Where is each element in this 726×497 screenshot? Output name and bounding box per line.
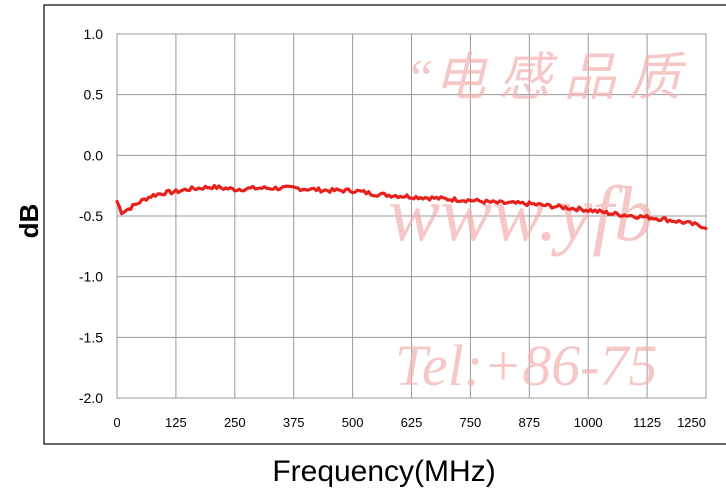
y-tick-label: -1.0: [79, 269, 103, 285]
x-tick-label: 1125: [633, 415, 661, 430]
x-tick-label: 125: [165, 415, 187, 430]
x-tick-label: 1250: [677, 415, 706, 430]
x-tick-label: 875: [518, 415, 540, 430]
x-tick-label: 0: [113, 415, 120, 430]
x-axis-label: Frequency(MHz): [272, 455, 495, 488]
series-group: [115, 183, 708, 231]
x-tick-label: 500: [342, 415, 364, 430]
y-tick-label: 1.0: [84, 26, 104, 42]
y-tick-label: -1.5: [79, 329, 103, 345]
x-tick-label: 375: [283, 415, 305, 430]
y-tick-labels: 1.0 0.5 0.0 -0.5 -1.0 -1.5 -2.0: [79, 26, 103, 406]
series-line: [115, 183, 708, 231]
x-tick-labels: 0 125 250 375 500 625 750 875 1000 1125 1250: [113, 415, 706, 430]
y-tick-label: -2.0: [79, 390, 103, 406]
y-axis-label: dB: [14, 204, 44, 239]
y-tick-label: 0.0: [84, 147, 104, 163]
x-tick-label: 1000: [574, 415, 603, 430]
grid-lines: [116, 33, 707, 399]
x-tick-label: 750: [460, 415, 482, 430]
watermark-line-3: Tel:+86-75: [395, 333, 658, 398]
watermark: “电 感 品 质 www.yfb Tel:+86-75: [388, 50, 687, 398]
x-tick-label: 250: [224, 415, 246, 430]
y-tick-label: -0.5: [79, 208, 103, 224]
watermark-line-1: “电 感 品 质: [405, 50, 687, 107]
y-tick-label: 0.5: [84, 87, 104, 103]
x-tick-label: 625: [401, 415, 423, 430]
